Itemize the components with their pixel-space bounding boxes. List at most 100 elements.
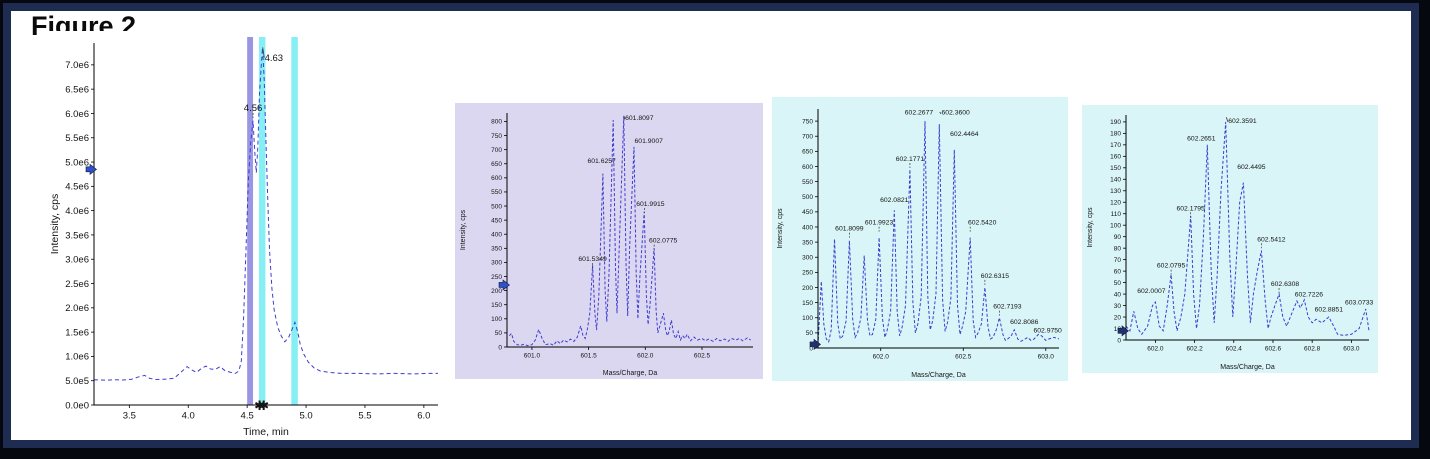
y-tick-label: 250	[802, 270, 813, 277]
y-tick-label: 0	[498, 344, 502, 351]
x-tick-label: 5.5	[358, 411, 371, 422]
y-tick-label: 6.0e6	[65, 109, 89, 120]
x-axis-title: Mass/Charge, Da	[1220, 364, 1275, 371]
data-trace	[817, 121, 1060, 346]
y-tick-label: 120	[1110, 200, 1121, 207]
peak-label: 602.0795	[1157, 263, 1186, 270]
selection-star-icon: ✱	[254, 398, 265, 413]
y-tick-label: 550	[491, 189, 502, 196]
peak-label: 602.0775	[649, 238, 678, 245]
y-axis-title: Intensity, cps	[460, 209, 467, 250]
x-tick-label: 603.0	[1343, 346, 1360, 353]
y-tick-label: 20	[1114, 314, 1122, 321]
y-tick-label: 300	[802, 255, 813, 262]
y-axis-title: Intensity, cps	[1087, 207, 1094, 248]
y-tick-label: 70	[1114, 257, 1122, 264]
highlight-band	[247, 37, 254, 405]
peak-label: 601.8099	[835, 226, 864, 233]
peak-label: 601.9923	[865, 220, 894, 227]
peak-label: 602.3591	[1228, 118, 1257, 125]
y-tick-label: 150	[1110, 165, 1121, 172]
peak-label: 601.5349	[578, 256, 607, 263]
y-tick-label: 600	[491, 175, 502, 182]
y-tick-label: 6.5e6	[65, 84, 89, 95]
y-tick-label: 100	[802, 315, 813, 322]
x-tick-label: 6.0	[417, 411, 430, 422]
y-tick-label: 160	[1110, 154, 1121, 161]
y-tick-label: 500	[802, 194, 813, 201]
peak-label: 601.9007	[635, 138, 664, 145]
y-tick-label: 50	[1114, 280, 1122, 287]
y-tick-label: 150	[802, 300, 813, 307]
y-tick-label: 400	[491, 232, 502, 239]
y-tick-label: 450	[802, 209, 813, 216]
peak-label: 602.4464	[950, 131, 979, 138]
y-tick-label: 170	[1110, 142, 1121, 149]
x-axis-title: Mass/Charge, Da	[911, 372, 966, 379]
y-tick-label: 350	[802, 239, 813, 246]
y-tick-label: 0	[809, 345, 813, 352]
figure-frame: Figure 2 3.5 4.0 4.5 5.0 5.5 6.0 0.0e0 5.0e5 1.0…	[3, 3, 1419, 448]
y-tick-label: 100	[1110, 222, 1121, 229]
x-tick-label: 601.0	[524, 353, 541, 360]
data-trace	[1125, 121, 1370, 336]
x-tick-label: 602.2	[1186, 346, 1203, 353]
peak-label: 602.1771	[896, 156, 925, 163]
y-tick-label: 50	[495, 330, 503, 337]
y-tick-label: 650	[802, 149, 813, 156]
peak-label-leader	[1225, 117, 1229, 123]
y-tick-label: 40	[1114, 291, 1122, 298]
axis-pointer-arrow-icon	[1117, 325, 1129, 337]
y-tick-label: 600	[802, 164, 813, 171]
x-tick-label: 602.6	[1265, 346, 1282, 353]
y-tick-label: 700	[491, 147, 502, 154]
y-tick-label: 450	[491, 217, 502, 224]
y-tick-label: 30	[1114, 303, 1122, 310]
y-tick-label: 130	[1110, 188, 1121, 195]
y-tick-label: 150	[491, 302, 502, 309]
x-tick-label: 602.5	[955, 354, 972, 361]
data-trace	[508, 115, 751, 347]
y-tick-label: 0	[1117, 337, 1121, 344]
y-axis-title: Intensity, cps	[777, 208, 784, 249]
x-tick-label: 602.0	[637, 353, 654, 360]
peak-label: 602.7193	[993, 304, 1022, 311]
x-axis-title: Mass/Charge, Da	[603, 370, 658, 377]
x-tick-label: 5.0	[299, 411, 312, 422]
plot-background	[1082, 105, 1378, 373]
x-axis-title: Time, min	[243, 426, 289, 438]
x-tick-label: 602.0	[1147, 346, 1164, 353]
x-tick-label: 4.5	[241, 411, 254, 422]
y-tick-label: 100	[491, 316, 502, 323]
mass-spectrum-panel-1: 601.0 601.5 602.0 602.5 0 50 100 150 200 250 300 35…	[455, 103, 763, 379]
y-tick-label: 200	[802, 285, 813, 292]
plot-background	[772, 97, 1068, 381]
mass-spectrum-panel-3: 602.0 602.2 602.4 602.6 602.8 603.0 0 10 20 30 40 5…	[1082, 105, 1378, 373]
y-tick-label: 90	[1114, 234, 1122, 241]
y-tick-label: 60	[1114, 268, 1122, 275]
peak-label: 602.7226	[1295, 291, 1324, 298]
y-tick-label: 50	[806, 330, 814, 337]
y-tick-label: 5.0e6	[65, 157, 89, 168]
y-tick-label: 1.0e6	[65, 352, 89, 363]
y-tick-label: 800	[491, 119, 502, 126]
y-tick-label: 350	[491, 246, 502, 253]
peak-label: 602.0821	[880, 197, 909, 204]
x-tick-label: 4.0	[182, 411, 195, 422]
y-tick-label: 750	[802, 118, 813, 125]
y-tick-label: 650	[491, 161, 502, 168]
x-tick-label: 602.4	[1226, 346, 1243, 353]
y-tick-label: 10	[1114, 326, 1122, 333]
peak-label: 603.0733	[1345, 299, 1374, 306]
y-tick-label: 700	[802, 134, 813, 141]
axis-pointer-arrow-icon	[498, 279, 510, 291]
y-tick-label: 500	[491, 203, 502, 210]
y-tick-label: 2.5e6	[65, 279, 89, 290]
y-tick-label: 3.0e6	[65, 255, 89, 266]
y-tick-label: 400	[802, 224, 813, 231]
peak-label: 602.6315	[981, 273, 1010, 280]
peak-label: 4.56	[244, 103, 262, 114]
y-tick-label: 4.5e6	[65, 182, 89, 193]
y-tick-label: 140	[1110, 177, 1121, 184]
y-tick-label: 110	[1111, 211, 1122, 218]
